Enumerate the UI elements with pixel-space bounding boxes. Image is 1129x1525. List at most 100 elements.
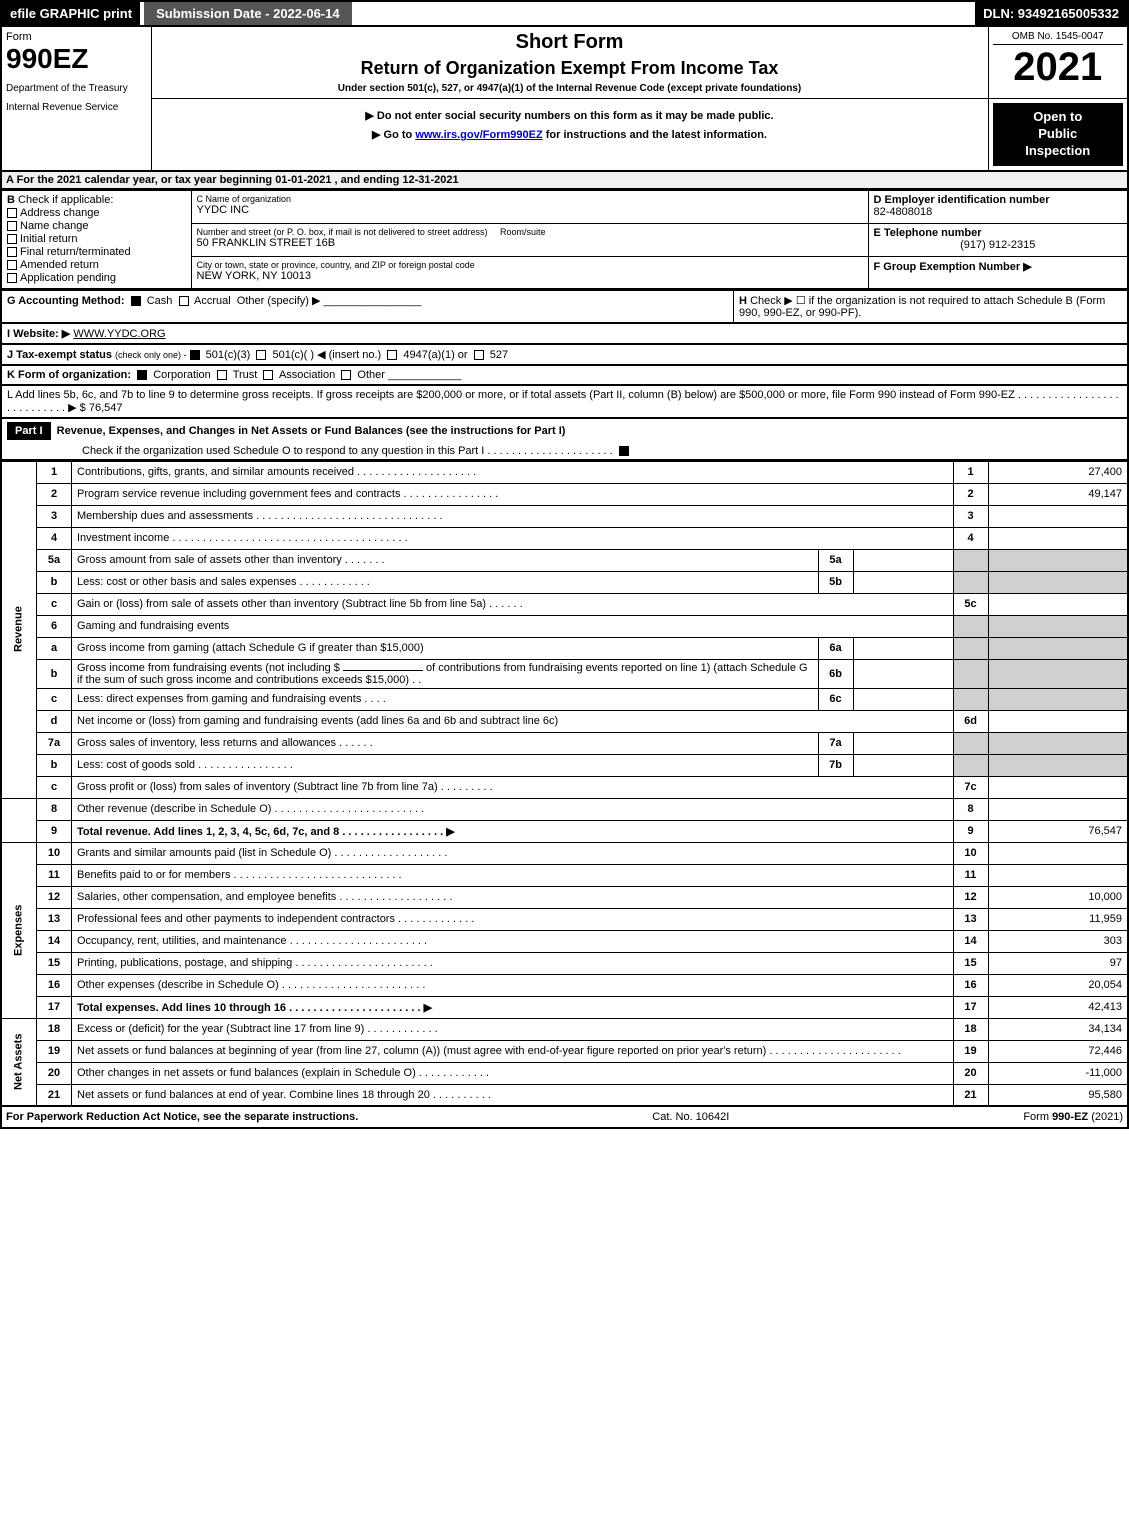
part1-title: Revenue, Expenses, and Changes in Net As… bbox=[57, 425, 566, 437]
b-label: B bbox=[7, 194, 15, 206]
b-check-label: Check if applicable: bbox=[18, 194, 113, 206]
page-footer: For Paperwork Reduction Act Notice, see … bbox=[0, 1107, 1129, 1129]
check-4947[interactable] bbox=[387, 350, 397, 360]
dept-treasury: Department of the Treasury bbox=[6, 83, 147, 94]
check-501c[interactable] bbox=[256, 350, 266, 360]
line21-val: 95,580 bbox=[988, 1084, 1128, 1106]
line16-desc: Other expenses (describe in Schedule O) … bbox=[72, 974, 954, 996]
org-name: YYDC INC bbox=[197, 204, 863, 216]
line4-val bbox=[988, 527, 1128, 549]
check-527[interactable] bbox=[474, 350, 484, 360]
l-text: L Add lines 5b, 6c, and 7b to line 9 to … bbox=[7, 389, 1119, 414]
check-address[interactable]: Address change bbox=[7, 207, 186, 219]
efile-label[interactable]: efile GRAPHIC print bbox=[2, 2, 140, 25]
line21-desc: Net assets or fund balances at end of ye… bbox=[72, 1084, 954, 1106]
line7b-desc: Less: cost of goods sold . . . . . . . .… bbox=[72, 754, 819, 776]
check-amended[interactable]: Amended return bbox=[7, 259, 186, 271]
c-name-label: C Name of organization bbox=[197, 194, 863, 204]
h-text: Check ▶ ☐ if the organization is not req… bbox=[739, 295, 1105, 319]
line7a-desc: Gross sales of inventory, less returns a… bbox=[72, 732, 819, 754]
h-label: H bbox=[739, 295, 747, 307]
j-label: J Tax-exempt status bbox=[7, 349, 112, 361]
line10-desc: Grants and similar amounts paid (list in… bbox=[72, 842, 954, 864]
line15-val: 97 bbox=[988, 952, 1128, 974]
line14-val: 303 bbox=[988, 930, 1128, 952]
dln: DLN: 93492165005332 bbox=[975, 2, 1127, 25]
line2-val: 49,147 bbox=[988, 483, 1128, 505]
line17-val: 42,413 bbox=[988, 996, 1128, 1018]
line19-desc: Net assets or fund balances at beginning… bbox=[72, 1040, 954, 1062]
j-sub: (check only one) - bbox=[115, 350, 187, 360]
line8-desc: Other revenue (describe in Schedule O) .… bbox=[72, 798, 954, 820]
submission-date: Submission Date - 2022-06-14 bbox=[144, 2, 352, 25]
open-to-public: Open to Public Inspection bbox=[993, 103, 1124, 166]
line4-desc: Investment income . . . . . . . . . . . … bbox=[72, 527, 954, 549]
goto-instruction: ▶ Go to www.irs.gov/Form990EZ for instru… bbox=[156, 128, 984, 141]
open-line2: Public bbox=[999, 126, 1118, 143]
paperwork-notice: For Paperwork Reduction Act Notice, see … bbox=[6, 1111, 358, 1123]
line7c-desc: Gross profit or (loss) from sales of inv… bbox=[72, 776, 954, 798]
check-assoc[interactable] bbox=[263, 370, 273, 380]
open-line3: Inspection bbox=[999, 143, 1118, 160]
gross-receipts-row: L Add lines 5b, 6c, and 7b to line 9 to … bbox=[0, 386, 1129, 419]
g-label: G Accounting Method: bbox=[7, 295, 125, 307]
line17-desc: Total expenses. Add lines 10 through 16 … bbox=[72, 996, 954, 1018]
check-cash[interactable] bbox=[131, 296, 141, 306]
check-other-org[interactable] bbox=[341, 370, 351, 380]
line12-desc: Salaries, other compensation, and employ… bbox=[72, 886, 954, 908]
cat-number: Cat. No. 10642I bbox=[652, 1111, 729, 1123]
check-corp[interactable] bbox=[137, 370, 147, 380]
open-line1: Open to bbox=[999, 109, 1118, 126]
website-link[interactable]: WWW.YYDC.ORG bbox=[73, 328, 165, 340]
revenue-vert-label: Revenue bbox=[1, 461, 37, 798]
line16-val: 20,054 bbox=[988, 974, 1128, 996]
street-address: 50 FRANKLIN STREET 16B bbox=[197, 237, 863, 249]
check-initial[interactable]: Initial return bbox=[7, 233, 186, 245]
line3-desc: Membership dues and assessments . . . . … bbox=[72, 505, 954, 527]
expenses-vert-label: Expenses bbox=[1, 842, 37, 1018]
check-pending[interactable]: Application pending bbox=[7, 272, 186, 284]
goto-prefix: ▶ Go to bbox=[372, 129, 415, 141]
line12-val: 10,000 bbox=[988, 886, 1128, 908]
part1-scheduleo-check[interactable] bbox=[619, 446, 629, 456]
city-state-zip: NEW YORK, NY 10013 bbox=[197, 270, 863, 282]
check-501c3[interactable] bbox=[190, 350, 200, 360]
line6-desc: Gaming and fundraising events bbox=[72, 615, 954, 637]
check-name[interactable]: Name change bbox=[7, 220, 186, 232]
line5c-desc: Gain or (loss) from sale of assets other… bbox=[72, 593, 954, 615]
short-form-title: Short Form bbox=[156, 31, 984, 54]
irs-link[interactable]: www.irs.gov/Form990EZ bbox=[415, 129, 542, 141]
check-accrual[interactable] bbox=[179, 296, 189, 306]
addr-label: Number and street (or P. O. box, if mail… bbox=[197, 227, 488, 237]
line6a-desc: Gross income from gaming (attach Schedul… bbox=[72, 637, 819, 659]
line14-desc: Occupancy, rent, utilities, and maintena… bbox=[72, 930, 954, 952]
line3-val bbox=[988, 505, 1128, 527]
form-header: Form 990EZ Department of the Treasury In… bbox=[0, 25, 1129, 172]
line5a-desc: Gross amount from sale of assets other t… bbox=[72, 549, 819, 571]
part1-label: Part I bbox=[7, 422, 51, 440]
check-trust[interactable] bbox=[217, 370, 227, 380]
gh-row: G Accounting Method: Cash Accrual Other … bbox=[0, 290, 1129, 324]
check-final[interactable]: Final return/terminated bbox=[7, 246, 186, 258]
main-title: Return of Organization Exempt From Incom… bbox=[156, 58, 984, 79]
phone-value: (917) 912-2315 bbox=[874, 239, 1123, 251]
section-a-taxyear: A For the 2021 calendar year, or tax yea… bbox=[0, 172, 1129, 190]
room-label: Room/suite bbox=[500, 227, 546, 237]
website-row: I Website: ▶ WWW.YYDC.ORG bbox=[0, 324, 1129, 345]
line6d-desc: Net income or (loss) from gaming and fun… bbox=[72, 710, 954, 732]
line13-val: 11,959 bbox=[988, 908, 1128, 930]
e-phone-label: E Telephone number bbox=[874, 227, 982, 239]
line18-val: 34,134 bbox=[988, 1018, 1128, 1040]
form-label: Form bbox=[6, 31, 147, 43]
dept-irs: Internal Revenue Service bbox=[6, 102, 147, 113]
line9-desc: Total revenue. Add lines 1, 2, 3, 4, 5c,… bbox=[72, 820, 954, 842]
part1-header-row: Part I Revenue, Expenses, and Changes in… bbox=[0, 419, 1129, 461]
line15-desc: Printing, publications, postage, and shi… bbox=[72, 952, 954, 974]
d-ein-label: D Employer identification number bbox=[874, 194, 1050, 206]
netassets-vert-label: Net Assets bbox=[1, 1018, 37, 1106]
line1-val: 27,400 bbox=[988, 461, 1128, 483]
line6c-desc: Less: direct expenses from gaming and fu… bbox=[72, 688, 819, 710]
revenue-table: Revenue 1 Contributions, gifts, grants, … bbox=[0, 461, 1129, 1108]
line20-val: -11,000 bbox=[988, 1062, 1128, 1084]
k-label: K Form of organization: bbox=[7, 369, 131, 381]
